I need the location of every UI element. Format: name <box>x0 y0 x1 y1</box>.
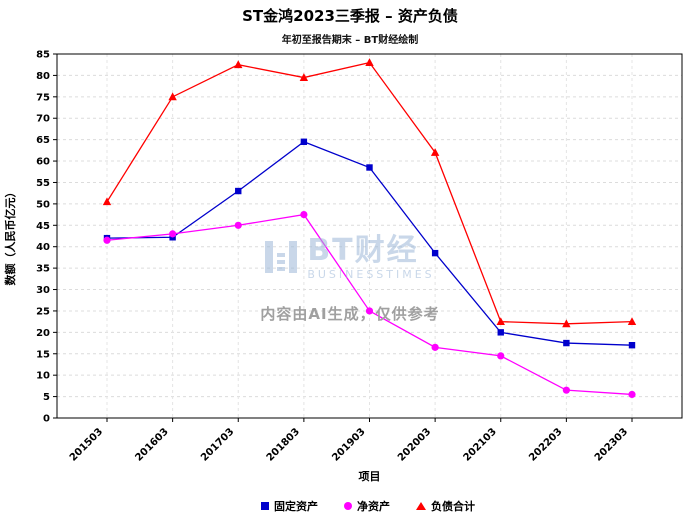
x-tick-label: 202203 <box>527 426 564 463</box>
legend-marker-square <box>261 502 269 510</box>
marker-circle <box>628 390 636 399</box>
y-tick-label: 20 <box>36 328 50 339</box>
plot-border <box>56 53 683 419</box>
y-tick-label: 65 <box>36 135 50 146</box>
y-tick-label: 50 <box>36 199 50 210</box>
marker-circle <box>365 307 374 315</box>
y-tick-label: 15 <box>36 349 50 360</box>
marker-triangle <box>234 60 243 69</box>
y-tick-label: 30 <box>36 285 50 296</box>
marker-square <box>497 329 504 336</box>
y-tick-label: 45 <box>36 221 50 232</box>
marker-square <box>431 249 439 257</box>
y-axis-label: 数额（人民币亿元） <box>3 187 17 286</box>
marker-square <box>235 187 242 195</box>
legend-item-0: 固定资产 <box>261 498 318 514</box>
y-tick-label: 35 <box>36 264 50 275</box>
marker-circle <box>300 210 308 219</box>
marker-square <box>628 342 636 349</box>
marker-circle <box>562 386 570 394</box>
legend-label-1: 净资产 <box>357 500 390 513</box>
marker-square <box>366 164 373 171</box>
y-tick-label: 70 <box>36 114 50 125</box>
y-tick-label: 80 <box>36 71 50 82</box>
marker-circle <box>169 230 177 238</box>
y-tick-label: 25 <box>36 306 50 317</box>
legend-label-0: 固定资产 <box>274 500 318 513</box>
x-axis-label: 项目 <box>359 470 381 483</box>
x-tick-label: 201903 <box>330 426 367 463</box>
y-tick-label: 10 <box>36 371 50 382</box>
x-tick-label: 202303 <box>593 426 630 463</box>
y-tick-label: 60 <box>36 157 50 168</box>
marker-triangle <box>299 73 309 81</box>
marker-triangle <box>496 317 505 326</box>
marker-triangle <box>365 58 374 66</box>
legend: 固定资产 净资产 负债合计 <box>18 498 700 514</box>
y-tick-label: 55 <box>36 178 50 189</box>
marker-circle <box>103 236 111 244</box>
marker-circle <box>234 221 242 229</box>
chart-title: ST金鸿2023三季报 – 资产负债 <box>242 7 458 25</box>
marker-triangle <box>562 319 571 328</box>
x-tick-label: 201503 <box>68 426 105 463</box>
y-tick-label: 85 <box>36 50 50 61</box>
legend-item-1: 净资产 <box>344 498 390 514</box>
x-tick-label: 201603 <box>133 426 170 463</box>
y-tick-label: 5 <box>43 392 50 403</box>
y-tick-label: 0 <box>43 414 50 425</box>
chart-subtitle: 年初至报告期末 – BT财经绘制 <box>281 35 419 46</box>
x-tick-label: 201803 <box>265 426 302 463</box>
legend-label-2: 负债合计 <box>431 500 475 513</box>
y-tick-label: 75 <box>36 92 50 103</box>
legend-marker-triangle <box>416 502 426 510</box>
marker-triangle <box>102 197 112 206</box>
x-tick-label: 201703 <box>199 426 236 463</box>
marker-square <box>300 138 308 145</box>
y-tick-label: 40 <box>36 242 50 253</box>
marker-triangle <box>627 317 637 326</box>
line-chart: 0 5 10 15 20 25 30 35 40 45 50 55 60 65 70 75 80 85 201503… <box>3 50 683 483</box>
marker-circle <box>431 343 439 351</box>
x-tick-label: 202003 <box>396 426 433 463</box>
legend-marker-circle <box>344 502 352 510</box>
marker-circle <box>497 352 505 360</box>
marker-square <box>563 339 570 347</box>
legend-item-2: 负债合计 <box>416 498 475 514</box>
marker-triangle <box>430 148 440 156</box>
x-tick-label: 202103 <box>462 426 499 463</box>
marker-triangle <box>168 92 177 101</box>
